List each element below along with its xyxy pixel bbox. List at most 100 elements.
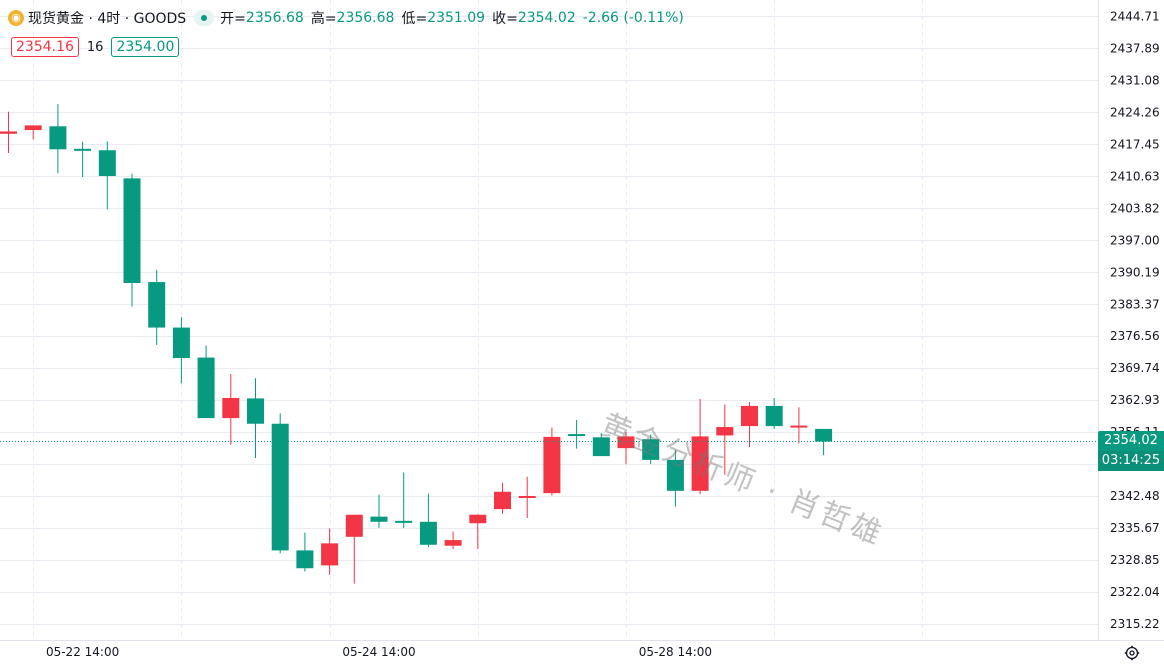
candle-body (815, 428, 833, 442)
candle[interactable] (568, 419, 586, 449)
candle-body (49, 126, 67, 150)
price-tick-label: 2315.22 (1110, 617, 1160, 631)
price-tick-label: 2342.48 (1110, 489, 1160, 503)
price-tick-label: 2410.63 (1110, 169, 1160, 183)
candle[interactable] (271, 413, 289, 554)
candle-body (666, 459, 684, 491)
candle[interactable] (815, 428, 833, 456)
candle-body (419, 521, 437, 545)
candle[interactable] (494, 482, 511, 514)
candle[interactable] (172, 317, 190, 384)
candle-body (469, 514, 487, 524)
candle[interactable] (74, 141, 92, 177)
open-label: 开= (220, 11, 246, 27)
candle[interactable] (345, 514, 363, 584)
gold-coin-icon: ◉ (8, 10, 24, 26)
candle-body (74, 148, 92, 151)
candle-body (247, 398, 264, 424)
candle-body (568, 434, 586, 437)
price-tick-label: 2376.56 (1110, 329, 1160, 343)
candle-body (148, 282, 166, 328)
candle-body (617, 436, 635, 449)
gear-icon[interactable] (1124, 645, 1140, 661)
candle[interactable] (642, 434, 660, 465)
time-tick-label: 05-22 14:00 (46, 645, 119, 659)
candle-body (172, 327, 190, 359)
price-axis[interactable]: 2444.71 2437.89 2431.08 2424.26 2417.45 2410.… (1110, 10, 1160, 632)
candle-body (691, 436, 709, 491)
candle[interactable] (98, 141, 116, 210)
low-value: 2351.09 (427, 10, 486, 26)
price-tick-label: 2431.08 (1110, 73, 1160, 87)
visibility-toggle-icon[interactable] (194, 10, 215, 26)
candles-layer (0, 104, 833, 584)
candle-body (222, 397, 240, 419)
candle-body (518, 495, 536, 498)
price-tick-label: 2417.45 (1110, 137, 1160, 151)
price-tick-label: 2369.74 (1110, 361, 1160, 375)
candle-countdown: 03:14:25 (1098, 451, 1164, 471)
candle[interactable] (518, 476, 536, 519)
change-value: -2.66 (-0.11%) (582, 10, 684, 26)
buy-button[interactable]: 2354.00 (111, 37, 180, 57)
high-label: 高= (310, 11, 337, 27)
candle-body (592, 437, 610, 457)
price-tick-label: 2403.82 (1110, 201, 1160, 215)
candle-body (494, 491, 511, 510)
candle[interactable] (296, 532, 314, 572)
candle[interactable] (370, 494, 388, 528)
candle[interactable] (321, 528, 339, 575)
time-axis[interactable]: 05-22 14:00 05-24 14:00 05-28 14:00 (46, 645, 712, 659)
symbol-title[interactable]: 现货黄金 · 4时 · GOODS (28, 11, 187, 27)
spread-value: 16 (86, 39, 104, 55)
low-label: 低= (401, 11, 428, 27)
sell-button[interactable]: 2354.16 (11, 37, 79, 57)
candle[interactable] (49, 104, 67, 174)
candle[interactable] (790, 407, 808, 444)
price-tick-label: 2437.89 (1110, 41, 1160, 55)
candle[interactable] (197, 345, 215, 419)
candle-body (790, 425, 808, 428)
candle-body (741, 405, 758, 427)
candle-body (0, 131, 17, 134)
candle-body (345, 514, 363, 537)
candle[interactable] (469, 514, 487, 549)
price-tick-label: 2397.00 (1110, 233, 1160, 247)
candle-body (370, 516, 388, 522)
candle[interactable] (444, 531, 462, 549)
candle[interactable] (222, 374, 240, 445)
candle[interactable] (395, 472, 413, 528)
candle[interactable] (741, 402, 758, 448)
quote-panel: 2354.16 16 2354.00 (11, 35, 180, 59)
price-tick-label: 2322.04 (1110, 585, 1160, 599)
candle-body (395, 520, 413, 523)
candle-body (197, 357, 215, 419)
candle[interactable] (716, 404, 734, 475)
candle-body (543, 436, 561, 494)
candle-body (123, 178, 141, 283)
candle[interactable] (666, 450, 684, 507)
candle[interactable] (247, 378, 264, 458)
candle[interactable] (617, 432, 635, 465)
price-tick-label: 2444.71 (1110, 10, 1160, 24)
candle[interactable] (765, 397, 783, 429)
candle[interactable] (24, 125, 42, 140)
price-tick-label: 2390.19 (1110, 265, 1160, 279)
candle-body (765, 405, 783, 427)
candle-body (716, 427, 734, 436)
candle-body (642, 439, 660, 460)
candle-body (271, 423, 289, 551)
candle-body (321, 543, 339, 566)
candle[interactable] (592, 433, 610, 457)
time-tick-label: 05-28 14:00 (639, 645, 712, 659)
candle-body (24, 125, 42, 131)
symbol-legend: ◉ 现货黄金 · 4时 · GOODS 开= 2356.68 高= 2356.68 … (8, 7, 684, 29)
candle[interactable] (691, 398, 709, 495)
candle[interactable] (123, 173, 141, 307)
last-price-tag: 2354.02 (1098, 431, 1164, 451)
candle[interactable] (0, 111, 17, 154)
candle[interactable] (543, 427, 561, 496)
candle[interactable] (148, 269, 166, 345)
candle[interactable] (419, 493, 437, 548)
